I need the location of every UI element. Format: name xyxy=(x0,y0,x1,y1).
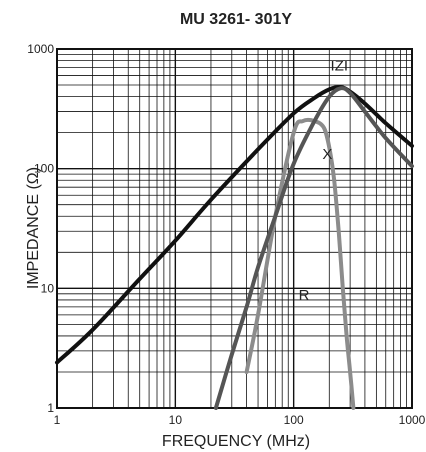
y-tick-label: 10 xyxy=(41,281,55,295)
series-izi-label: IZI xyxy=(331,58,349,75)
y-tick-label: 1 xyxy=(47,401,54,415)
y-axis-title: IMPEDANCE (Ω) xyxy=(25,167,42,289)
tick-labels: 1 10 100 1000 1 10 100 1000 xyxy=(27,42,425,427)
x-tick-label: 1000 xyxy=(399,413,426,427)
x-tick-label: 10 xyxy=(169,413,183,427)
chart-title: MU 3261- 301Y xyxy=(180,11,292,28)
series-group xyxy=(55,85,414,410)
series-r-label: R xyxy=(299,287,310,304)
series-x-line xyxy=(244,117,356,410)
plot-frame xyxy=(56,48,413,409)
x-tick-label: 100 xyxy=(284,413,304,427)
y-tick-label: 100 xyxy=(34,162,54,176)
series-izi-line xyxy=(55,85,414,365)
series-x-label: X xyxy=(322,146,332,163)
x-tick-label: 1 xyxy=(54,413,61,427)
series-r-line xyxy=(213,86,414,410)
x-axis-title: FREQUENCY (MHz) xyxy=(162,433,310,450)
curve-labels: IZI X R xyxy=(299,58,348,304)
y-tick-label: 1000 xyxy=(27,42,54,56)
